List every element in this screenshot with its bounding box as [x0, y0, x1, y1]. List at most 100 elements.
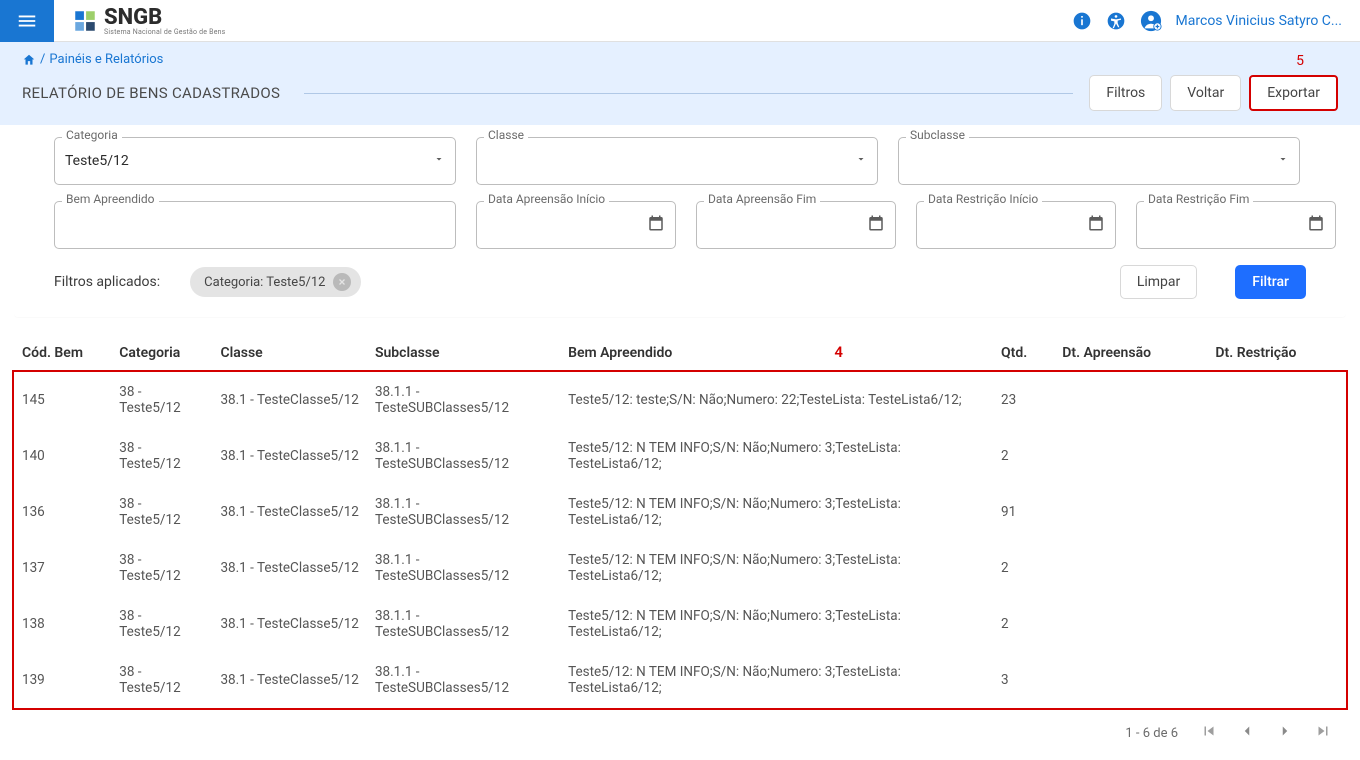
cell-dt_apreensao — [1054, 428, 1207, 484]
chevron-down-icon — [1277, 153, 1289, 169]
breadcrumb-item-paineis[interactable]: Painéis e Relatórios — [49, 52, 163, 67]
chip-remove-icon[interactable] — [333, 273, 351, 291]
exportar-button[interactable]: Exportar — [1249, 75, 1338, 111]
cell-subclasse: 38.1.1 - TesteSUBClasses5/12 — [367, 372, 560, 429]
data-restricao-inicio-input[interactable]: Data Restrição Início — [916, 201, 1116, 249]
col-dt-restricao: Dt. Restrição — [1207, 335, 1346, 372]
cell-dt_apreensao — [1054, 540, 1207, 596]
cell-bem: Teste5/12: N TEM INFO;S/N: Não;Numero: 3… — [560, 652, 993, 708]
pager-next-button[interactable] — [1276, 722, 1294, 744]
cell-bem: Teste5/12: N TEM INFO;S/N: Não;Numero: 3… — [560, 540, 993, 596]
cell-cod: 138 — [14, 596, 111, 652]
title-divider — [304, 93, 1073, 94]
calendar-icon — [647, 214, 665, 236]
cell-dt_restricao — [1207, 428, 1346, 484]
cell-subclasse: 38.1.1 - TesteSUBClasses5/12 — [367, 596, 560, 652]
col-classe: Classe — [212, 335, 367, 372]
table-body: 14538 - Teste5/1238.1 - TesteClasse5/123… — [14, 372, 1346, 709]
data-apreensao-fim-input[interactable]: Data Apreensão Fim — [696, 201, 896, 249]
col-cod-bem: Cód. Bem — [14, 335, 111, 372]
user-name[interactable]: Marcos Vinicius Satyro C... — [1176, 13, 1342, 29]
cell-dt_apreensao — [1054, 596, 1207, 652]
classe-select[interactable]: Classe — [476, 137, 878, 185]
col-bem-apreendido: Bem Apreendido 4 — [560, 335, 993, 372]
cell-classe: 38.1 - TesteClasse5/12 — [212, 596, 367, 652]
data-apreensao-fim-label: Data Apreensão Fim — [704, 192, 820, 206]
applied-filters-label: Filtros aplicados: — [54, 274, 160, 290]
classe-label: Classe — [484, 128, 528, 142]
table-row[interactable]: 13638 - Teste5/1238.1 - TesteClasse5/123… — [14, 484, 1346, 540]
cell-bem: Teste5/12: N TEM INFO;S/N: Não;Numero: 3… — [560, 428, 993, 484]
categoria-select[interactable]: Categoria Teste5/12 — [54, 137, 456, 185]
breadcrumb: / Painéis e Relatórios — [0, 50, 1360, 71]
app-logo: SNGB Sistema Nacional de Gestão de Bens — [72, 5, 226, 36]
cell-subclasse: 38.1.1 - TesteSUBClasses5/12 — [367, 652, 560, 708]
cell-classe: 38.1 - TesteClasse5/12 — [212, 652, 367, 708]
col-subclasse: Subclasse — [367, 335, 560, 372]
accessibility-icon[interactable] — [1106, 11, 1126, 31]
annotation-5: 5 — [1296, 53, 1304, 69]
menu-toggle-button[interactable] — [0, 0, 54, 42]
data-restricao-fim-label: Data Restrição Fim — [1144, 192, 1253, 206]
filtrar-button[interactable]: Filtrar — [1235, 265, 1306, 299]
cell-subclasse: 38.1.1 - TesteSUBClasses5/12 — [367, 484, 560, 540]
logo-subtext: Sistema Nacional de Gestão de Bens — [104, 28, 226, 36]
table-row[interactable]: 13738 - Teste5/1238.1 - TesteClasse5/123… — [14, 540, 1346, 596]
bem-apreendido-label: Bem Apreendido — [62, 192, 159, 206]
col-categoria: Categoria — [111, 335, 212, 372]
cell-cod: 145 — [14, 372, 111, 429]
annotation-4: 4 — [834, 343, 843, 361]
pager-first-button[interactable] — [1200, 722, 1218, 744]
data-restricao-inicio-label: Data Restrição Início — [924, 192, 1042, 206]
cell-qtd: 2 — [993, 428, 1054, 484]
table-row[interactable]: 14538 - Teste5/1238.1 - TesteClasse5/123… — [14, 372, 1346, 429]
cell-categoria: 38 - Teste5/12 — [111, 428, 212, 484]
home-icon[interactable] — [22, 52, 36, 67]
filter-chip-text: Categoria: Teste5/12 — [204, 275, 325, 290]
page-title: RELATÓRIO DE BENS CADASTRADOS — [22, 84, 280, 102]
cell-subclasse: 38.1.1 - TesteSUBClasses5/12 — [367, 540, 560, 596]
logo-text: SNGB — [104, 5, 226, 30]
filtros-button[interactable]: Filtros — [1089, 75, 1162, 111]
cell-qtd: 91 — [993, 484, 1054, 540]
cell-categoria: 38 - Teste5/12 — [111, 652, 212, 708]
cell-qtd: 3 — [993, 652, 1054, 708]
cell-categoria: 38 - Teste5/12 — [111, 540, 212, 596]
cell-categoria: 38 - Teste5/12 — [111, 372, 212, 429]
cell-qtd: 2 — [993, 596, 1054, 652]
voltar-button[interactable]: Voltar — [1170, 75, 1241, 111]
categoria-value: Teste5/12 — [65, 153, 433, 169]
col-dt-apreensao: Dt. Apreensão — [1054, 335, 1207, 372]
user-avatar-icon[interactable] — [1140, 10, 1162, 32]
cell-cod: 136 — [14, 484, 111, 540]
cell-classe: 38.1 - TesteClasse5/12 — [212, 372, 367, 429]
breadcrumb-sep: / — [40, 52, 45, 67]
limpar-button[interactable]: Limpar — [1120, 265, 1197, 299]
cell-dt_apreensao — [1054, 652, 1207, 708]
table-row[interactable]: 13938 - Teste5/1238.1 - TesteClasse5/123… — [14, 652, 1346, 708]
info-icon[interactable] — [1072, 11, 1092, 31]
pager: 1 - 6 de 6 — [0, 712, 1360, 760]
cell-cod: 137 — [14, 540, 111, 596]
data-restricao-fim-input[interactable]: Data Restrição Fim — [1136, 201, 1336, 249]
hamburger-icon — [16, 10, 38, 32]
cell-bem: Teste5/12: N TEM INFO;S/N: Não;Numero: 3… — [560, 596, 993, 652]
cell-cod: 139 — [14, 652, 111, 708]
topbar-right: Marcos Vinicius Satyro C... — [1072, 10, 1360, 32]
data-apreensao-inicio-input[interactable]: Data Apreensão Início — [476, 201, 676, 249]
pager-last-button[interactable] — [1314, 722, 1332, 744]
table-row[interactable]: 13838 - Teste5/1238.1 - TesteClasse5/123… — [14, 596, 1346, 652]
cell-dt_restricao — [1207, 540, 1346, 596]
pager-summary: 1 - 6 de 6 — [1125, 726, 1178, 741]
table-row[interactable]: 14038 - Teste5/1238.1 - TesteClasse5/123… — [14, 428, 1346, 484]
bem-apreendido-input[interactable]: Bem Apreendido — [54, 201, 456, 249]
cell-dt_restricao — [1207, 372, 1346, 429]
cell-qtd: 2 — [993, 540, 1054, 596]
pager-prev-button[interactable] — [1238, 722, 1256, 744]
cell-subclasse: 38.1.1 - TesteSUBClasses5/12 — [367, 428, 560, 484]
data-apreensao-inicio-label: Data Apreensão Início — [484, 192, 609, 206]
table-header-row: Cód. Bem Categoria Classe Subclasse Bem … — [14, 335, 1346, 372]
cell-classe: 38.1 - TesteClasse5/12 — [212, 540, 367, 596]
subclasse-select[interactable]: Subclasse — [898, 137, 1300, 185]
cell-bem: Teste5/12: N TEM INFO;S/N: Não;Numero: 3… — [560, 484, 993, 540]
